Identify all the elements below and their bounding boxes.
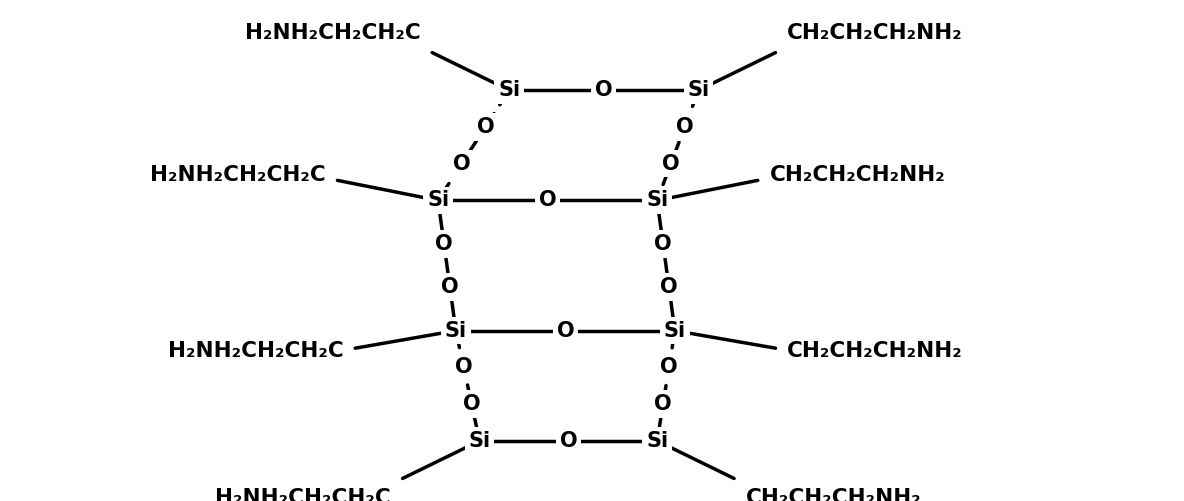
Text: Si: Si — [664, 321, 686, 341]
Text: O: O — [556, 321, 574, 341]
Text: Si: Si — [688, 80, 709, 100]
Text: CH₂CH₂CH₂NH₂: CH₂CH₂CH₂NH₂ — [787, 341, 963, 361]
Text: O: O — [661, 357, 677, 377]
Text: Si: Si — [445, 321, 466, 341]
Text: Si: Si — [646, 431, 668, 451]
Text: O: O — [661, 277, 677, 297]
Text: CH₂CH₂CH₂NH₂: CH₂CH₂CH₂NH₂ — [787, 23, 963, 43]
Text: H₂NH₂CH₂CH₂C: H₂NH₂CH₂CH₂C — [245, 23, 420, 43]
Text: CH₂CH₂CH₂NH₂: CH₂CH₂CH₂NH₂ — [746, 488, 921, 501]
Text: Si: Si — [469, 431, 490, 451]
Text: O: O — [477, 117, 494, 137]
Text: H₂NH₂CH₂CH₂C: H₂NH₂CH₂CH₂C — [215, 488, 391, 501]
Text: Si: Si — [427, 190, 449, 210]
Text: Si: Si — [646, 190, 668, 210]
Text: O: O — [676, 117, 694, 137]
Text: O: O — [463, 394, 481, 414]
Text: O: O — [560, 431, 577, 451]
Text: O: O — [655, 394, 671, 414]
Text: O: O — [455, 357, 472, 377]
Text: O: O — [596, 80, 612, 100]
Text: Si: Si — [498, 80, 520, 100]
Text: H₂NH₂CH₂CH₂C: H₂NH₂CH₂CH₂C — [168, 341, 343, 361]
Text: O: O — [662, 154, 680, 174]
Text: O: O — [453, 154, 470, 174]
Text: CH₂CH₂CH₂NH₂: CH₂CH₂CH₂NH₂ — [770, 165, 945, 185]
Text: O: O — [442, 277, 458, 297]
Text: O: O — [539, 190, 556, 210]
Text: O: O — [655, 234, 671, 254]
Text: O: O — [436, 234, 452, 254]
Text: H₂NH₂CH₂CH₂C: H₂NH₂CH₂CH₂C — [150, 165, 326, 185]
